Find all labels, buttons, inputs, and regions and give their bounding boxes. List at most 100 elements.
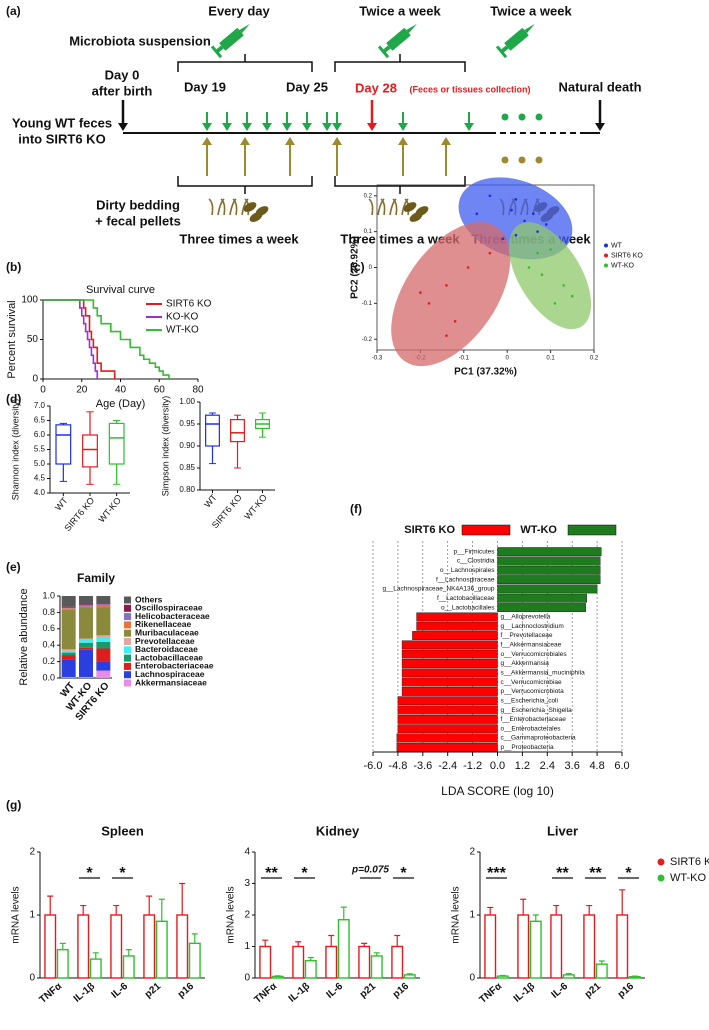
panel-label: (d) <box>6 392 21 406</box>
bar <box>497 603 586 612</box>
y-tick-label: 4.5 <box>34 474 46 483</box>
legend-label: Muribaculaceae <box>135 627 199 637</box>
legend-swatch <box>461 524 511 536</box>
grass-blade <box>380 198 386 216</box>
category-label: f__Prevotellaceae <box>501 632 553 639</box>
legend-label: Bacteroidaceae <box>135 644 198 654</box>
y-tick-label: 1 <box>29 910 35 921</box>
point <box>510 208 513 212</box>
x-tick-label: 1.2 <box>515 760 530 772</box>
y-tick-label: 2 <box>244 910 250 921</box>
error-bar <box>146 895 153 915</box>
box <box>82 434 98 468</box>
collection-label: (Feces or tissues collection) <box>409 84 530 94</box>
legend-swatch <box>124 638 131 645</box>
bar-segment <box>79 642 93 648</box>
x-tick-label: TNFα <box>252 980 279 1005</box>
bar <box>628 976 641 979</box>
bar <box>484 914 497 979</box>
pellet <box>409 212 423 222</box>
bar-segment <box>96 605 111 608</box>
bar <box>259 945 272 979</box>
y-tick-label: 0 <box>29 973 35 984</box>
error-bar <box>631 975 638 977</box>
y-tick-label: 6.5 <box>34 416 46 425</box>
significance-label: ** <box>556 865 569 882</box>
bar-segment <box>96 603 111 605</box>
bar-segment <box>61 650 76 653</box>
bar-segment <box>96 596 111 604</box>
legend-label: Enterobacteriaceae <box>135 661 214 671</box>
bar <box>391 945 404 979</box>
legend-label: Prevotellaceae <box>135 636 195 646</box>
bar-segment <box>96 604 111 606</box>
bedding-label: + fecal pellets <box>95 213 181 228</box>
arrow-head <box>398 137 408 145</box>
bar-segment <box>61 607 76 609</box>
error-bar <box>158 898 165 922</box>
x-axis-label: LDA SCORE (log 10) <box>441 784 554 798</box>
bar <box>497 593 587 603</box>
schedule-label: Twice a week <box>359 3 441 18</box>
significance-label: p=0.075 <box>351 865 389 876</box>
legend-label: WT-KO <box>520 524 557 536</box>
syringe-icon <box>495 23 535 59</box>
x-tick-label: -6.0 <box>364 760 383 772</box>
significance-label: *** <box>487 865 506 882</box>
bar <box>416 612 498 622</box>
legend-swatch <box>657 874 665 882</box>
legend-swatch <box>567 524 617 536</box>
syringe-needle <box>406 23 417 34</box>
error-bar <box>191 933 198 944</box>
point <box>419 291 422 294</box>
schedule-label: Twice a week <box>490 3 572 18</box>
error-bar <box>295 941 302 947</box>
x-tick-label: 6.0 <box>614 760 629 772</box>
significance-label: * <box>86 865 93 882</box>
error-bar <box>125 949 132 956</box>
legend-swatch <box>124 604 131 612</box>
dot <box>518 113 526 121</box>
day-label: Day 0 <box>105 67 140 82</box>
significance-label: ** <box>589 865 602 882</box>
x-tick-label: 0.0 <box>490 760 505 772</box>
bar-segment <box>79 607 93 639</box>
grass-blade <box>377 198 385 216</box>
error-bar <box>598 960 605 965</box>
bar <box>143 914 156 979</box>
bar <box>497 547 602 557</box>
confidence-ellipse <box>508 222 592 330</box>
panel-label: (a) <box>6 4 21 18</box>
day-label: after birth <box>92 83 153 98</box>
arrow-head <box>398 123 408 131</box>
day-label: Natural death <box>558 79 641 94</box>
point <box>453 320 457 323</box>
category-label: g__Lachnospiraceae_NK4A136_group <box>382 586 494 593</box>
legend-swatch <box>124 646 131 654</box>
point <box>445 284 448 287</box>
bar <box>304 959 317 979</box>
legend-label: SIRT6 KO <box>166 299 212 310</box>
point <box>488 194 492 198</box>
x-tick-label: -1.2 <box>463 760 482 772</box>
bar <box>412 631 498 640</box>
point <box>523 219 526 223</box>
error-bar <box>406 973 413 975</box>
y-tick-label: 100 <box>21 295 38 306</box>
category-label: g__Akkermansia <box>501 660 550 667</box>
x-tick-label: TNFα <box>477 980 504 1005</box>
bar <box>397 696 498 706</box>
syringe-icon <box>377 23 417 59</box>
x-tick-label: p21 <box>358 981 379 1001</box>
y-tick-label: 0.2 <box>364 193 373 199</box>
survival-line <box>43 299 99 379</box>
bar-segment <box>79 649 93 678</box>
category-label: g__Lachnoclostridium <box>501 623 564 630</box>
significance-label: ** <box>265 865 278 882</box>
arrow-head <box>202 123 212 131</box>
point <box>531 212 535 215</box>
category-label: o__Lactobacillales <box>441 604 495 611</box>
x-tick-label: -4.8 <box>388 760 407 772</box>
bar-segment <box>96 637 111 642</box>
